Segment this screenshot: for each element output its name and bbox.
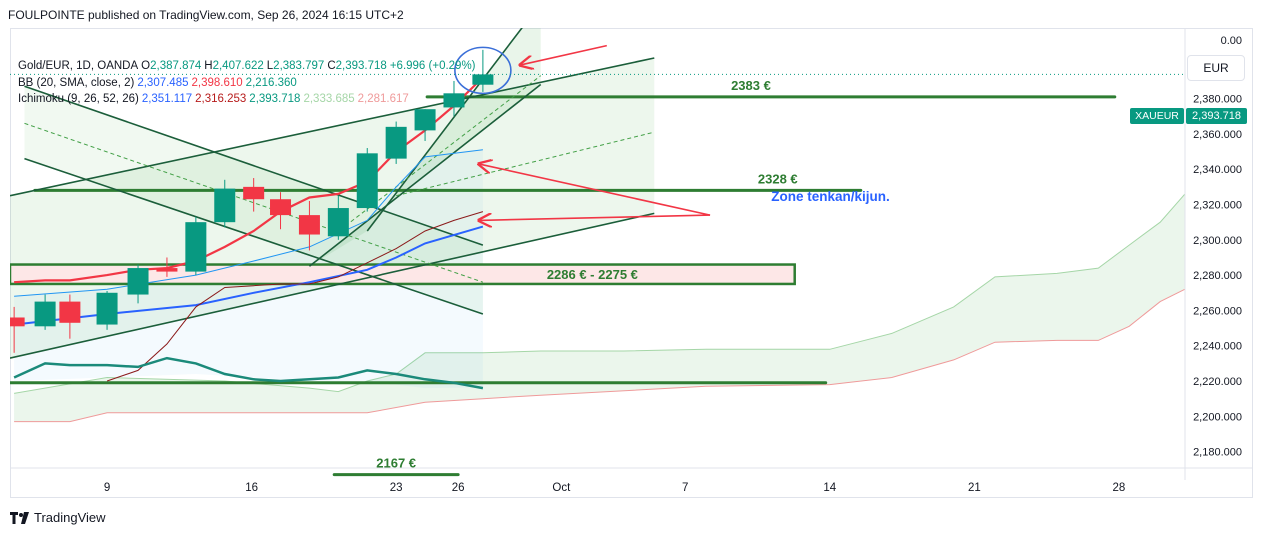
legend-value: 2,351.117 <box>141 93 193 105</box>
legend-value: Gold/EUR, 1D, OANDA <box>18 60 139 72</box>
chikou-span <box>13 356 484 390</box>
level-label: 2286 € - 2275 € <box>547 267 638 282</box>
annotation-arrow <box>520 44 607 65</box>
y-tick-label: 2,320.000 <box>1193 200 1242 212</box>
y-tick-label: 0.00 <box>1221 35 1242 47</box>
tradingview-logo-icon <box>10 511 29 524</box>
candle-body <box>414 109 436 131</box>
legend-value: 2,316.253 <box>195 93 247 105</box>
candle-body <box>59 301 81 323</box>
candle-body <box>385 126 407 159</box>
annotation-text: Zone tenkan/kijun. <box>771 189 890 204</box>
y-tick-label: 2,360.000 <box>1193 129 1242 141</box>
trend-channel-line <box>366 28 523 232</box>
legend-value: O <box>141 60 151 72</box>
y-tick-label: 2,240.000 <box>1193 341 1242 353</box>
legend-value: 2,307.485 <box>137 76 189 89</box>
y-tick-label: 2,180.000 <box>1193 447 1242 459</box>
y-tick-label: 2,300.000 <box>1193 235 1242 247</box>
legend-value: 2,407.622 <box>212 60 264 72</box>
level-label: 2167 € <box>376 456 416 471</box>
ichimoku-cloud <box>14 193 1186 422</box>
level-label: 2383 € <box>731 78 771 93</box>
legend-value: 2,333.685 <box>303 93 355 105</box>
legend-value: H <box>204 60 213 72</box>
highlight-circle <box>454 46 512 95</box>
candle-body <box>356 153 378 209</box>
candle-body <box>443 93 465 108</box>
legend-row-price: Gold/EUR, 1D, OANDA O2,387.874 H2,407.622 L… <box>18 58 479 75</box>
candle-body <box>327 208 349 237</box>
legend-row-ichimoku: Ichimoku (9, 26, 52, 26) 2,351.117 2,316.2… <box>18 91 479 108</box>
legend-value: 2,393.718 <box>335 60 387 72</box>
x-tick-label: 9 <box>104 482 110 494</box>
symbol-tag: XAUEUR <box>1130 108 1184 124</box>
y-tick-label: 2,260.000 <box>1193 305 1242 317</box>
candle-body <box>185 222 207 272</box>
candle-body <box>10 317 25 327</box>
x-tick-label: 28 <box>1113 482 1126 494</box>
legend-value: 2,398.610 <box>191 76 243 89</box>
channel-midline <box>24 122 484 283</box>
bb-basis <box>13 225 484 326</box>
trend-channel-line <box>10 57 655 197</box>
annotation-arrow <box>479 215 711 220</box>
x-tick-label: 23 <box>390 482 403 494</box>
chart-frame <box>10 28 1253 498</box>
legend-value: +6.996 (+0.29%) <box>389 60 476 72</box>
currency-button[interactable]: EUR <box>1187 55 1245 81</box>
legend-value: C <box>327 60 336 72</box>
candle-body <box>270 199 292 216</box>
indicator-legend: Gold/EUR, 1D, OANDA O2,387.874 H2,407.622 L… <box>18 58 479 108</box>
tradingview-brand: TradingView <box>34 510 106 525</box>
y-tick-label: 2,280.000 <box>1193 270 1242 282</box>
level-label: 2328 € <box>758 171 798 186</box>
x-tick-label: 14 <box>823 482 836 494</box>
price-chart[interactable]: 2383 € 2328 € 2286 € - 2275 € 2167 € Zone te… <box>10 28 1253 498</box>
candle-body <box>298 215 320 235</box>
last-price-tag: 2,393.718 <box>1186 108 1247 124</box>
candle-body <box>472 74 494 85</box>
candle-body <box>96 292 118 325</box>
x-tick-label: 7 <box>682 482 688 494</box>
trend-channel-line <box>24 85 484 246</box>
annotation-arrow <box>479 164 711 216</box>
trend-channel-line <box>24 157 484 315</box>
y-tick-label: 2,220.000 <box>1193 376 1242 388</box>
y-tick-label: 2,380.000 <box>1193 94 1242 106</box>
legend-value: Ichimoku (9, 26, 52, 26) <box>18 93 139 105</box>
legend-value: 2,281.617 <box>357 93 409 105</box>
channel-midline <box>396 131 655 197</box>
candle-body <box>127 268 149 295</box>
legend-value: 2,387.874 <box>150 60 202 72</box>
publisher-line: FOULPOINTE published on TradingView.com,… <box>8 8 404 22</box>
candle-body <box>214 188 236 223</box>
senkou-span-a <box>14 193 1186 394</box>
legend-value: 2,393.718 <box>249 93 301 105</box>
x-tick-label: 21 <box>968 482 981 494</box>
legend-row-bb: BB (20, SMA, close, 2) 2,307.485 2,398.610… <box>18 75 479 92</box>
legend-value: BB (20, SMA, close, 2) <box>18 76 135 89</box>
candle-body <box>156 268 178 272</box>
x-tick-label: Oct <box>552 482 571 494</box>
trend-channel-line <box>10 212 655 359</box>
legend-value: 2,383.797 <box>273 60 325 72</box>
legend-value: 2,216.360 <box>245 76 297 89</box>
x-tick-label: 26 <box>452 482 465 494</box>
y-tick-label: 2,340.000 <box>1193 164 1242 176</box>
senkou-span-b <box>14 288 1186 423</box>
kijun-sen <box>106 211 484 382</box>
candle-body <box>34 301 56 327</box>
legend-value: L <box>266 60 274 72</box>
x-tick-label: 16 <box>245 482 258 494</box>
footer-brand[interactable]: TradingView <box>10 510 106 525</box>
candle-body <box>243 186 265 200</box>
y-tick-label: 2,200.000 <box>1193 411 1242 423</box>
